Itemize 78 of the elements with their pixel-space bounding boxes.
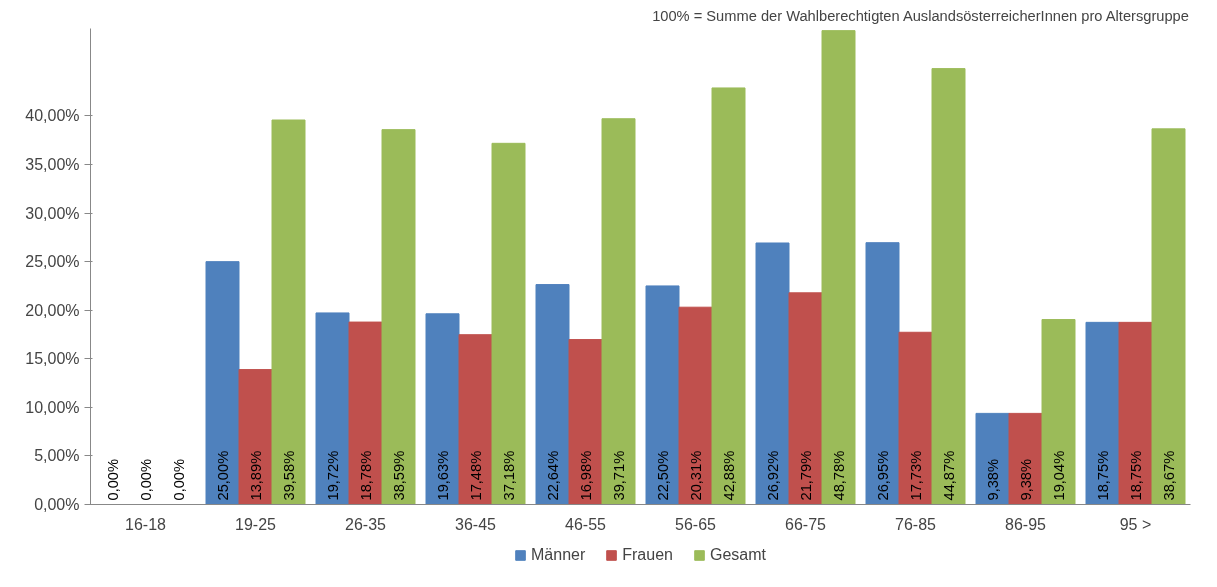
- y-tick-label: 0,00%: [34, 496, 80, 513]
- y-tick-label: 30,00%: [25, 204, 80, 222]
- data-label: 37,18%: [500, 450, 517, 501]
- bar: [601, 118, 636, 505]
- bar: [425, 313, 460, 505]
- x-tick-label: 36-45: [455, 515, 497, 533]
- y-tick-label: 20,00%: [25, 301, 80, 319]
- bar: [535, 284, 570, 505]
- data-label: 25,00%: [214, 450, 231, 501]
- data-label: 18,78%: [357, 450, 374, 501]
- data-label: 0,00%: [137, 458, 154, 501]
- y-tick-label: 15,00%: [25, 350, 80, 368]
- bar: [898, 331, 933, 505]
- data-label: 38,59%: [390, 450, 407, 501]
- bar: [788, 292, 823, 505]
- data-label: 18,75%: [1094, 450, 1111, 501]
- bar: [491, 142, 526, 505]
- x-tick-label: 19-25: [235, 515, 277, 533]
- x-tick-label: 46-55: [565, 515, 607, 533]
- bar: [348, 321, 383, 505]
- text: 100% = Summe der Wahlberechtigten AuslandsösterreicherInnen pro Altersgruppe: [652, 7, 1189, 24]
- data-label: 19,04%: [1050, 450, 1067, 501]
- bar: [1118, 321, 1153, 505]
- data-label: 42,88%: [720, 450, 737, 501]
- bar: [865, 242, 900, 505]
- x-tick-label: 76-85: [895, 515, 937, 533]
- bar: [238, 369, 273, 505]
- bar: [645, 285, 680, 505]
- x-tick-label: 95 >: [1119, 515, 1152, 533]
- x-tick-label: 66-75: [785, 515, 827, 533]
- bar: [1041, 319, 1076, 505]
- data-label: 38,67%: [1160, 450, 1177, 501]
- data-label: 22,64%: [544, 450, 561, 501]
- bar: [755, 242, 790, 505]
- data-label: 9,38%: [984, 458, 1001, 501]
- data-label: 21,79%: [797, 450, 814, 501]
- bar: [1085, 321, 1120, 505]
- x-tick-label: 16-18: [125, 515, 167, 533]
- bar: [315, 312, 350, 505]
- data-label: 22,50%: [654, 450, 671, 501]
- y-tick-label: 10,00%: [25, 398, 80, 416]
- data-label: 17,73%: [907, 450, 924, 501]
- data-label: 0,00%: [104, 458, 121, 501]
- data-label: 39,58%: [280, 450, 297, 501]
- data-label: 26,92%: [764, 450, 781, 501]
- bar: [931, 68, 966, 505]
- bar: [205, 261, 240, 505]
- data-label: 19,72%: [324, 450, 341, 501]
- data-label: 17,48%: [467, 450, 484, 501]
- data-label: 9,38%: [1017, 458, 1034, 501]
- data-label: 19,63%: [434, 450, 451, 501]
- data-label: 44,87%: [940, 450, 957, 501]
- data-label: 0,00%: [170, 458, 187, 501]
- y-tick-label: 5,00%: [34, 447, 80, 465]
- data-label: 20,31%: [687, 450, 704, 501]
- bar: [711, 87, 746, 505]
- x-tick-label: 26-35: [345, 515, 387, 533]
- bar: [1151, 128, 1186, 505]
- y-tick-label: 25,00%: [25, 253, 80, 271]
- bar: [458, 334, 493, 505]
- legend-label: Gesamt: [709, 546, 766, 564]
- legend-label: Frauen: [622, 546, 673, 564]
- bar: [271, 119, 306, 505]
- data-label: 48,78%: [830, 450, 847, 501]
- bar: [821, 30, 856, 505]
- x-tick-label: 56-65: [675, 515, 717, 533]
- bar: [381, 129, 416, 505]
- data-label: 13,89%: [247, 450, 264, 501]
- data-label: 26,95%: [874, 450, 891, 501]
- data-label: 16,98%: [577, 450, 594, 501]
- y-tick-label: 35,00%: [25, 156, 80, 173]
- bar: [568, 339, 603, 505]
- data-label: 18,75%: [1127, 450, 1144, 501]
- data-label: 39,71%: [610, 450, 627, 501]
- legend-label: Männer: [531, 546, 586, 564]
- y-tick-label: 40,00%: [25, 107, 80, 125]
- bar: [678, 306, 713, 505]
- x-tick-label: 86-95: [1005, 515, 1047, 533]
